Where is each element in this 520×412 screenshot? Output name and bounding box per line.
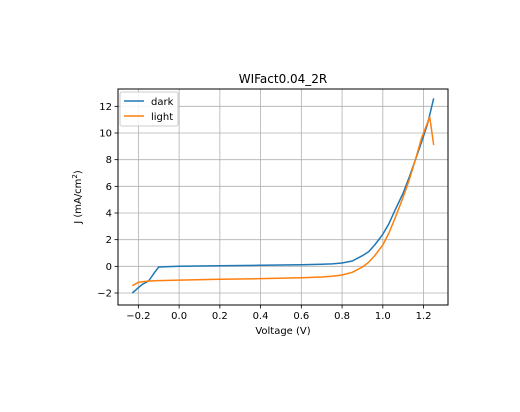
series-layer bbox=[131, 98, 435, 294]
x-axis: −0.2 0.0 0.2 0.4 0.6 0.8 1.0 1.2 bbox=[126, 305, 432, 322]
x-tick-label: 0.8 bbox=[334, 311, 350, 322]
y-tick-label: 8 bbox=[106, 155, 112, 166]
x-tick-label: −0.2 bbox=[126, 311, 150, 322]
x-tick-label: 0.0 bbox=[171, 311, 187, 322]
legend-label-dark: dark bbox=[151, 97, 174, 108]
y-tick-label: 2 bbox=[106, 235, 112, 246]
y-tick-label: 0 bbox=[106, 262, 112, 273]
y-tick-label: −2 bbox=[97, 289, 112, 300]
x-tick-label: 0.6 bbox=[293, 311, 309, 322]
y-tick-label: 12 bbox=[99, 102, 112, 113]
y-axis: −2 0 2 4 6 8 10 12 bbox=[97, 102, 118, 300]
legend-label-light: light bbox=[151, 112, 173, 123]
legend: dark light bbox=[119, 91, 179, 127]
y-tick-label: 10 bbox=[99, 129, 112, 140]
x-tick-label: 0.4 bbox=[253, 311, 269, 322]
x-tick-label: 1.0 bbox=[375, 311, 391, 322]
series-line-dark bbox=[131, 98, 435, 294]
chart-title: WIFact0.04_2R bbox=[239, 72, 328, 86]
y-tick-label: 6 bbox=[106, 182, 112, 193]
axes-frame bbox=[117, 88, 449, 306]
y-axis-label-tail: ) bbox=[73, 170, 84, 174]
y-axis-label: J (mA/cm2) bbox=[71, 170, 84, 225]
grid bbox=[118, 89, 448, 305]
x-axis-label: Voltage (V) bbox=[255, 326, 310, 337]
y-axis-label-main: J (mA/cm bbox=[73, 179, 84, 225]
series-line-light bbox=[131, 116, 435, 287]
x-tick-label: 0.2 bbox=[212, 311, 228, 322]
x-tick-label: 1.2 bbox=[416, 311, 432, 322]
y-tick-label: 4 bbox=[106, 209, 112, 220]
y-axis-label-sup: 2 bbox=[71, 174, 79, 178]
